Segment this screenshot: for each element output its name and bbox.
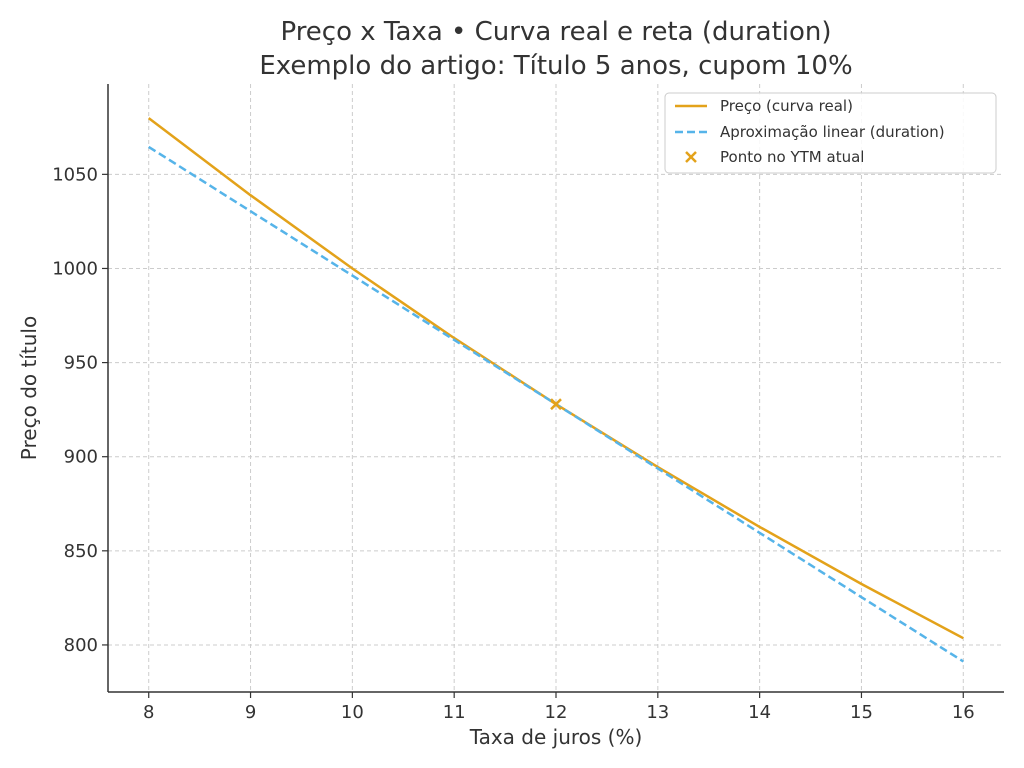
legend-label-point: Ponto no YTM atual xyxy=(720,148,864,166)
x-tick-label: 13 xyxy=(646,702,669,723)
ytm-point-marker xyxy=(550,398,562,411)
x-axis-label: Taxa de juros (%) xyxy=(469,725,643,749)
x-tick-label: 8 xyxy=(143,702,154,723)
y-axis-label: Preço do título xyxy=(17,316,41,460)
legend-label-linear: Aproximação linear (duration) xyxy=(720,123,945,141)
series-layer xyxy=(147,117,964,663)
x-tick-label: 9 xyxy=(245,702,256,723)
legend: Preço (curva real) Aproximação linear (d… xyxy=(664,92,997,174)
y-tick-label: 1050 xyxy=(52,164,98,185)
chart-subtitle: Exemplo do artigo: Título 5 anos, cupom … xyxy=(259,51,852,81)
y-tick-label: 950 xyxy=(64,353,98,374)
y-tick-label: 800 xyxy=(64,635,98,656)
x-tick-label: 12 xyxy=(545,702,568,723)
y-tick-label: 1000 xyxy=(52,258,98,279)
y-tick-label: 850 xyxy=(64,541,98,562)
legend-marker-point xyxy=(685,151,697,163)
legend-box xyxy=(664,92,997,174)
y-tick-label: 900 xyxy=(64,447,98,468)
ticks: 8 9 10 11 12 13 14 15 16 800 850 900 950 1000 1050 xyxy=(52,164,975,723)
grid xyxy=(108,84,1004,692)
x-tick-label: 11 xyxy=(443,702,466,723)
x-tick-label: 10 xyxy=(341,702,364,723)
chart-title: Preço x Taxa • Curva real e reta (durati… xyxy=(280,17,831,47)
legend-label-curve: Preço (curva real) xyxy=(720,97,853,115)
x-tick-label: 14 xyxy=(748,702,771,723)
x-tick-label: 16 xyxy=(952,702,975,723)
x-tick-label: 15 xyxy=(850,702,873,723)
